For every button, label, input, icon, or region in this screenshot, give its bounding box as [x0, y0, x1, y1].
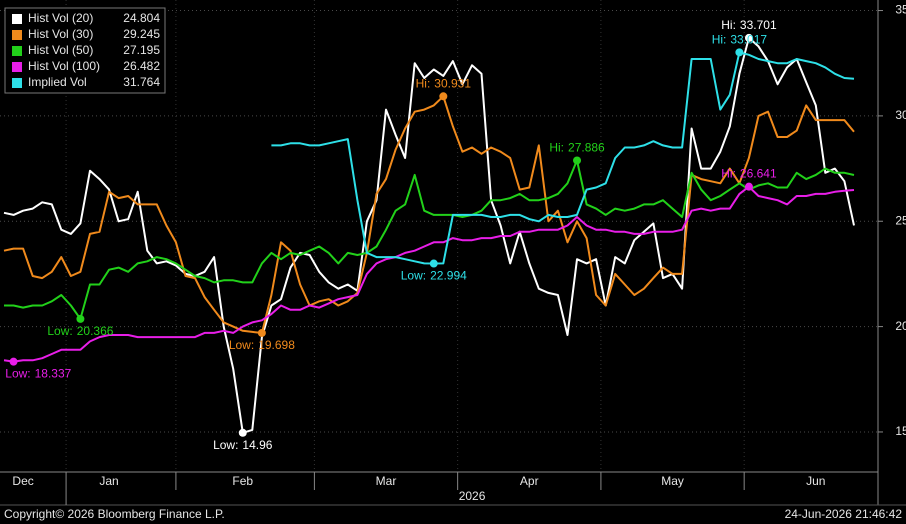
extreme-label-value: 33.701: [740, 18, 777, 32]
extreme-label-prefix: Low:: [213, 438, 238, 452]
y-tick-label: 30: [895, 108, 906, 122]
legend-label: Hist Vol (100): [28, 59, 100, 73]
extreme-label: Low: 20.366: [47, 324, 113, 338]
extreme-label: Low: 14.96: [213, 438, 273, 452]
extreme-label-value: 30.931: [434, 76, 471, 90]
legend-label: Hist Vol (50): [28, 43, 93, 57]
extreme-label-prefix: Hi:: [549, 141, 564, 155]
legend-box: [4, 7, 166, 94]
legend-swatch: [12, 46, 22, 56]
legend-swatch: [12, 62, 22, 72]
legend-value: 29.245: [123, 27, 160, 41]
legend-value: 26.482: [123, 59, 160, 73]
extreme-label-value: 14.96: [242, 438, 272, 452]
x-tick-label: Dec: [12, 474, 33, 488]
legend-label: Implied Vol: [28, 75, 87, 89]
extreme-label-prefix: Hi:: [721, 167, 736, 181]
extreme-marker: [257, 328, 266, 337]
legend-label: Hist Vol (30): [28, 27, 93, 41]
extreme-label: Hi: 26.641: [721, 167, 777, 181]
axes: 15 20 25 30 35 Dec Jan Feb Mar Apr May Jun 2026: [0, 0, 906, 506]
y-tick-label: 20: [895, 319, 906, 333]
legend-swatch: [12, 78, 22, 88]
extreme-marker: [573, 156, 582, 165]
extreme-label-value: 22.994: [430, 269, 467, 283]
extreme-label-prefix: Low:: [401, 269, 426, 283]
legend-value: 27.195: [123, 43, 160, 57]
extreme-label-prefix: Hi:: [416, 76, 431, 90]
x-tick-label: May: [661, 474, 684, 488]
series-line: [3, 185, 855, 363]
extreme-label-value: 33.017: [730, 32, 767, 46]
extreme-marker: [439, 92, 448, 101]
extreme-label-value: 18.337: [35, 367, 72, 381]
extreme-label-value: 20.366: [77, 324, 114, 338]
extreme-marker: [744, 182, 753, 191]
extreme-label-value: 27.886: [568, 141, 605, 155]
x-tick-label: Feb: [232, 474, 253, 488]
x-axis-label: 2026: [459, 489, 486, 503]
y-tick-label: 25: [895, 213, 906, 227]
extreme-label: Hi: 33.701: [721, 18, 777, 32]
extreme-label-prefix: Hi:: [721, 18, 736, 32]
grid: [0, 0, 878, 472]
extreme-label-value: 19.698: [258, 338, 295, 352]
legend-value: 31.764: [123, 75, 160, 89]
extreme-marker: [238, 428, 247, 437]
extreme-marker: [429, 259, 438, 268]
y-tick-label: 35: [895, 3, 906, 17]
extreme-marker: [744, 33, 753, 42]
series-line: [271, 51, 855, 265]
series-line: [4, 159, 855, 320]
x-tick-label: Mar: [376, 474, 397, 488]
legend-value: 24.804: [123, 11, 160, 25]
legend: Hist Vol (20) 24.804 Hist Vol (30) 29.245 Hi…: [4, 7, 166, 94]
y-tick-label: 15: [895, 424, 906, 438]
x-tick-label: Apr: [520, 474, 539, 488]
legend-label: Hist Vol (20): [28, 11, 93, 25]
extreme-marker: [76, 314, 85, 323]
copyright: Copyright© 2026 Bloomberg Finance L.P.: [4, 507, 225, 521]
timestamp: 24-Jun-2026 21:46:42: [785, 507, 903, 521]
x-tick-label: Jan: [99, 474, 118, 488]
extreme-label-prefix: Hi:: [712, 32, 727, 46]
extreme-label: Low: 19.698: [229, 338, 295, 352]
extreme-marker: [9, 357, 18, 366]
x-tick-label: Jun: [806, 474, 825, 488]
extreme-label: Hi: 30.931: [416, 76, 472, 90]
extreme-label: Low: 18.337: [5, 367, 71, 381]
legend-swatch: [12, 14, 22, 24]
extreme-label-prefix: Low:: [229, 338, 254, 352]
extreme-label: Low: 22.994: [401, 269, 467, 283]
legend-swatch: [12, 30, 22, 40]
extreme-marker: [735, 48, 744, 57]
series-line: [3, 95, 855, 334]
extreme-label-prefix: Low:: [5, 367, 30, 381]
extreme-label: Hi: 27.886: [549, 141, 605, 155]
extreme-label-value: 26.641: [740, 167, 777, 181]
series-line: [3, 36, 855, 434]
extreme-label: Hi: 33.017: [712, 32, 768, 46]
plot: [3, 36, 855, 434]
extreme-label-prefix: Low:: [47, 324, 72, 338]
